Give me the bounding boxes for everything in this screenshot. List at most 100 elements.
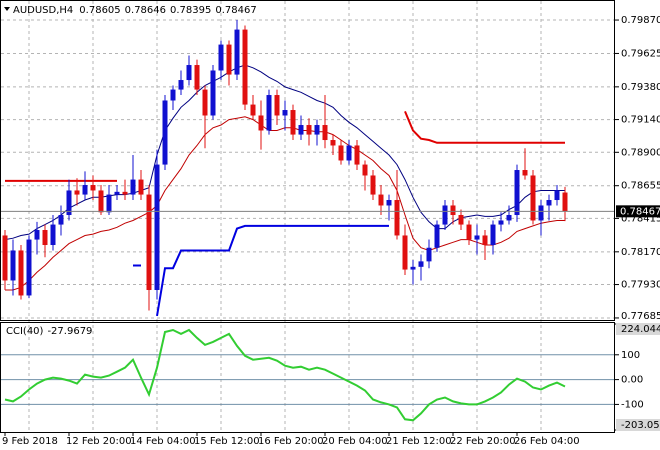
candle-body <box>554 190 560 201</box>
candle-body <box>498 220 504 225</box>
x-tick-label: 14 Feb 04:00 <box>130 436 196 447</box>
candle-body <box>242 29 248 105</box>
candle-body <box>386 200 392 206</box>
symbol: AUDUSD,H4 <box>13 5 73 16</box>
y-tick-label: -203.0556 <box>621 420 660 431</box>
candle-body <box>298 125 304 135</box>
candle-body <box>50 224 56 246</box>
cci-name: CCI(40) <box>6 326 44 337</box>
candle-body <box>234 29 240 75</box>
candle-body <box>466 224 472 240</box>
x-tick-label: 22 Feb 20:00 <box>450 436 516 447</box>
candle-body <box>146 194 152 291</box>
last-close: 0.78467 <box>215 5 256 16</box>
candle-body <box>106 194 112 213</box>
candle-body <box>378 194 384 206</box>
cci-last: -27.9679 <box>47 326 92 337</box>
y-tick-label: 100 <box>621 350 640 361</box>
candle-body <box>122 191 128 195</box>
candle-body <box>330 140 336 146</box>
candle-body <box>306 125 312 135</box>
price-frame <box>0 0 615 321</box>
candle-body <box>202 89 208 116</box>
last-price-box <box>616 205 660 218</box>
candle-body <box>186 65 192 81</box>
candle-body <box>58 215 64 225</box>
candle-body <box>338 145 344 161</box>
y-tick-label: 0.78900 <box>621 147 660 158</box>
last-low: 0.78395 <box>170 5 211 16</box>
x-tick-label: 21 Feb 12:00 <box>386 436 452 447</box>
x-tick-label: 12 Feb 20:00 <box>66 436 132 447</box>
cci-plot <box>4 328 566 422</box>
axes: 0.79870 0.79625 0.79380 0.79140 0.78900 0.786… <box>2 15 660 447</box>
y-tick-label: 0.79870 <box>621 15 660 26</box>
candle-body <box>282 110 288 116</box>
y-tick-label: -100 <box>621 399 644 410</box>
y-tick-label: 0.77930 <box>621 280 660 291</box>
y-tick-label: 0.79140 <box>621 115 660 126</box>
candle-body <box>114 191 120 195</box>
x-tick-label: 15 Feb 12:00 <box>194 436 260 447</box>
candle-body <box>322 125 328 141</box>
candle-body <box>66 190 72 216</box>
y-tick-label: 0.78655 <box>621 181 660 192</box>
candle-body <box>290 110 296 135</box>
candle-body <box>530 175 536 221</box>
x-tick-label: 16 Feb 20:00 <box>258 436 324 447</box>
candle-body <box>218 44 224 71</box>
candle-body <box>82 185 88 195</box>
cci-frame <box>0 322 615 433</box>
candle-body <box>10 250 16 281</box>
candle-body <box>154 164 160 291</box>
candle-body <box>410 266 416 270</box>
candle-body <box>226 44 232 75</box>
indicator-line <box>133 224 389 317</box>
last-high: 0.78646 <box>125 5 166 16</box>
y-tick-label: 0.78170 <box>621 247 660 258</box>
candle-body <box>490 224 496 246</box>
y-tick-label: 0.79380 <box>621 82 660 93</box>
tick-box <box>616 323 660 335</box>
indicator-line <box>4 64 565 241</box>
candle-body <box>130 179 136 195</box>
y-tick-label: 0.79625 <box>621 48 660 59</box>
candle-body <box>506 215 512 221</box>
candle-body <box>210 70 216 116</box>
candle-body <box>418 261 424 267</box>
candle-body <box>346 145 352 161</box>
candle-body <box>26 239 32 296</box>
candle-body <box>362 164 368 176</box>
tick-box <box>616 419 660 431</box>
candle-body <box>250 104 256 116</box>
y-tick-label: 0.78415 <box>621 213 660 224</box>
candle-body <box>450 205 456 216</box>
cci-line <box>4 328 566 422</box>
y-tick-label: 0.77685 <box>621 311 660 322</box>
candle-body <box>98 190 104 213</box>
candle-body <box>522 170 528 176</box>
candle-body <box>514 170 520 216</box>
candle-body <box>138 179 144 195</box>
candle-body <box>434 224 440 248</box>
candle-body <box>402 235 408 270</box>
last-price-label: 0.78467 <box>620 206 660 217</box>
candle-body <box>170 89 176 101</box>
candle-body <box>274 95 280 116</box>
candle-body <box>194 65 200 90</box>
candle-body <box>34 230 40 240</box>
y-tick-label: 0.00 <box>621 375 643 386</box>
last-open: 0.78605 <box>79 5 120 16</box>
candle-body <box>74 190 80 195</box>
grid <box>1 1 615 432</box>
x-tick-label: 26 Feb 04:00 <box>514 436 580 447</box>
candle-body <box>18 250 24 296</box>
symbol-icon <box>4 7 10 11</box>
candle-body <box>426 247 432 262</box>
candle-body <box>474 235 480 240</box>
candle-body <box>562 192 568 212</box>
candle-body <box>90 185 96 191</box>
candle-body <box>314 125 320 135</box>
candle-body <box>2 235 8 281</box>
